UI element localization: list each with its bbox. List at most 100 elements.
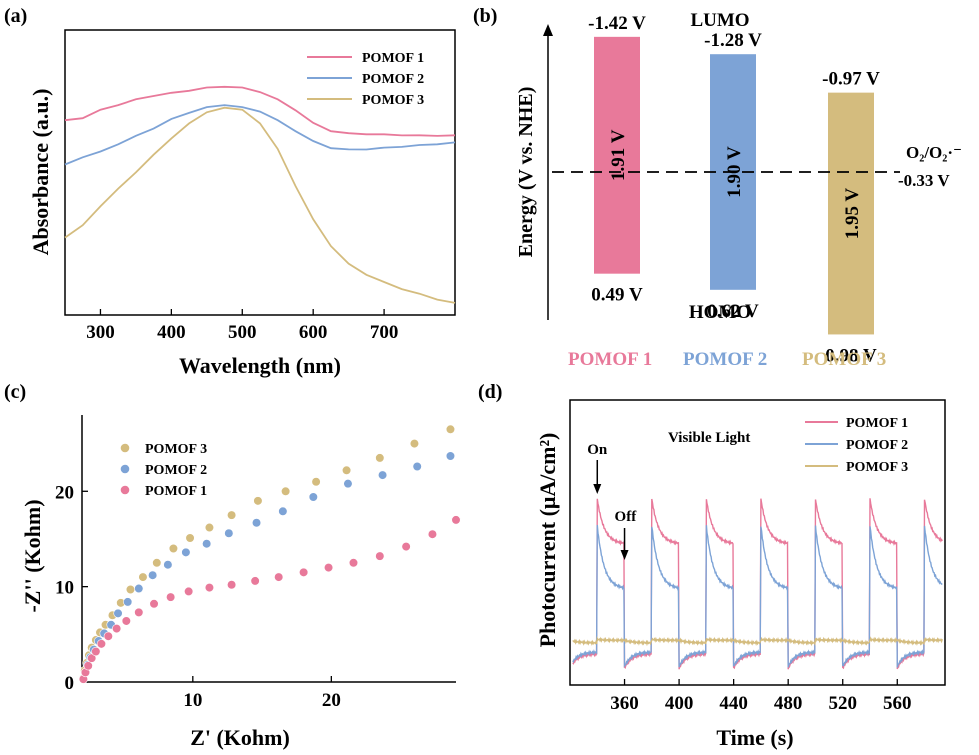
energy-bar-1: [594, 36, 640, 274]
data-point-1: [125, 584, 136, 595]
data-point-1: [185, 533, 195, 543]
data-point-2: [377, 470, 388, 480]
panel-a-ylabel: Absorbance (a.u.): [28, 89, 53, 256]
data-point-1: [168, 543, 179, 554]
data-point-3: [348, 558, 359, 568]
data-point-1: [341, 465, 352, 475]
data-point-3: [227, 580, 237, 590]
panel-d-xlabel: Time (s): [716, 725, 793, 750]
legend-label: POMOF 1: [846, 416, 908, 431]
panel-d-x-ticks: 360 400 440 480 520 560: [610, 679, 912, 714]
panel-c-xlabel: Z' (Kohm): [190, 725, 290, 750]
x-tick-label: 10: [183, 690, 202, 711]
x-tick-label: 500: [228, 322, 257, 343]
data-point-3: [299, 567, 309, 577]
series-line-1: [64, 85, 456, 137]
reference-value-label: -0.33 V: [898, 171, 950, 190]
x-tick-label: 400: [157, 322, 186, 343]
legend-swatch: [120, 485, 130, 495]
row-pomof3: POMOF 3: [802, 349, 886, 370]
panel-d-ylabel: Photocurrent (μA/cm²): [535, 433, 560, 648]
legend-label: POMOF 2: [362, 72, 424, 87]
legend-label: POMOF 1: [145, 484, 207, 499]
lumo-label: LUMO: [690, 10, 749, 31]
data-point-3: [375, 551, 385, 561]
data-point-2: [308, 492, 318, 502]
on-arrow-head: [593, 484, 602, 494]
data-point-2: [113, 608, 123, 618]
panel-b-bars: -1.42 V0.49 V1.91 V-1.28 V0.62 V1.90 V-0…: [588, 13, 880, 367]
x-tick-label: 440: [719, 693, 748, 714]
lumo-value: -1.42 V: [588, 13, 646, 34]
data-point-1: [253, 496, 263, 506]
data-point-3: [149, 599, 159, 609]
panel-d-label: (d): [478, 381, 502, 403]
on-off-arrows: On Off: [587, 442, 637, 560]
data-point-2: [278, 506, 288, 516]
panel-b-axis-arrow: [543, 24, 553, 36]
x-tick-label: 300: [86, 322, 115, 343]
series-color-row: POMOF 1 POMOF 2 POMOF 3: [568, 349, 886, 370]
panel-a-legend: POMOF 1 POMOF 2 POMOF 3: [307, 51, 424, 108]
photocurrent-line-3: [572, 636, 943, 647]
data-point-3: [204, 582, 215, 593]
panel-c: (c) 10 20 0 10 20 POMOF 3 POMOF 2 POMOF 1 Z' (…: [4, 381, 461, 750]
data-point-3: [427, 529, 438, 539]
photocurrent-line-2: [572, 524, 943, 668]
y-tick-label: 20: [55, 482, 74, 503]
data-point-3: [184, 586, 194, 597]
lumo-value: -0.97 V: [822, 69, 880, 90]
data-point-3: [83, 661, 93, 671]
legend-label: POMOF 2: [846, 438, 908, 453]
reference-species-label: O₂/O₂·⁻: [906, 143, 962, 162]
data-point-3: [250, 576, 260, 586]
data-point-3: [134, 607, 144, 617]
panel-c-ylabel: -Z'' (Kohm): [20, 499, 45, 612]
data-point-2: [202, 539, 212, 549]
series-line-2: [64, 104, 456, 166]
data-point-2: [123, 597, 133, 607]
y-tick-label: 10: [55, 578, 74, 599]
x-tick-label: 480: [774, 693, 803, 714]
data-point-1: [281, 486, 291, 496]
data-point-2: [445, 451, 456, 461]
data-point-1: [152, 558, 162, 568]
x-tick-label: 700: [370, 322, 399, 343]
legend-label: POMOF 3: [846, 460, 908, 475]
panel-d-frame: [569, 399, 946, 686]
legend-label: POMOF 1: [362, 51, 424, 66]
energy-bar-3: [828, 92, 874, 335]
on-label: On: [587, 442, 608, 458]
panel-a-x-ticks: 300 400 500 600 700: [86, 309, 398, 343]
data-point-2: [134, 583, 144, 594]
data-point-3: [96, 639, 106, 649]
panel-b-label: (b): [473, 5, 497, 27]
lumo-value: -1.28 V: [704, 30, 762, 51]
data-point-2: [224, 528, 234, 538]
panel-b: (b) Energy (V vs. NHE) LUMO HOMO -1.42 V…: [473, 5, 962, 366]
homo-value: 0.49 V: [591, 285, 643, 306]
data-point-3: [87, 653, 97, 663]
off-label: Off: [615, 509, 638, 525]
legend-label: POMOF 3: [145, 442, 207, 457]
data-point-2: [163, 560, 173, 570]
off-arrow-head: [620, 550, 629, 560]
panel-b-ylabel: Energy (V vs. NHE): [515, 87, 537, 258]
x-tick-label: 600: [299, 322, 328, 343]
data-point-1: [409, 439, 420, 449]
data-point-3: [451, 515, 461, 525]
data-point-1: [375, 453, 385, 463]
panel-c-legend: POMOF 3 POMOF 2 POMOF 1: [120, 442, 207, 499]
row-pomof1: POMOF 1: [568, 349, 652, 370]
data-point-1: [138, 572, 148, 582]
panel-a-label: (a): [4, 5, 27, 27]
visible-light-annotation: Visible Light: [668, 430, 750, 446]
data-point-2: [412, 461, 422, 472]
x-tick-label: 400: [665, 693, 694, 714]
data-point-3: [401, 541, 411, 552]
panel-a-xlabel: Wavelength (nm): [179, 353, 341, 378]
band-gap-value: 1.95 V: [842, 188, 863, 240]
